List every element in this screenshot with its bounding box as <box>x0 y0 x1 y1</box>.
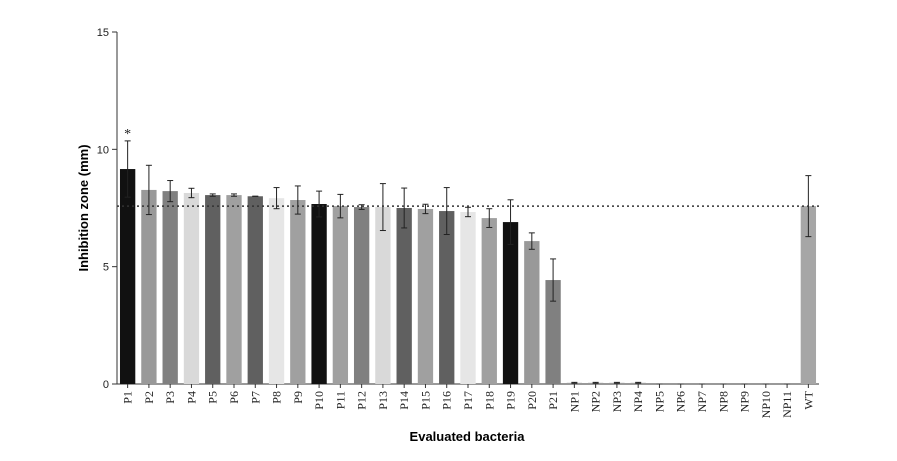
error-bar <box>528 232 535 250</box>
y-tick-label: 15 <box>97 27 109 39</box>
bar <box>396 208 412 384</box>
x-tick-label: P14 <box>397 391 411 410</box>
x-tick-label: NP5 <box>652 391 666 412</box>
bar <box>268 198 285 384</box>
y-tick-label: 0 <box>103 379 109 391</box>
error-bar <box>379 183 386 232</box>
x-tick-label: P9 <box>291 391 305 404</box>
x-tick-label: NP8 <box>716 391 730 412</box>
error-bar <box>422 203 429 215</box>
x-tick-label: P21 <box>546 391 560 410</box>
x-tick-label: NP9 <box>738 391 752 412</box>
error-bar <box>294 185 301 215</box>
x-tick-label: P5 <box>206 391 220 404</box>
error-bar <box>571 381 578 384</box>
x-tick-label: P19 <box>504 391 518 410</box>
x-tick-label: NP2 <box>589 391 603 412</box>
bar <box>119 169 136 384</box>
x-tick-label: P3 <box>163 391 177 404</box>
x-tick-label: P1 <box>121 391 135 404</box>
bar <box>162 191 178 384</box>
x-tick-label: P8 <box>270 391 284 404</box>
bar <box>226 195 242 384</box>
error-bar <box>337 193 344 219</box>
bar <box>502 222 519 384</box>
bar <box>375 207 391 384</box>
bar <box>460 211 476 384</box>
x-tick-label: NP11 <box>780 391 794 418</box>
annotation: * <box>124 127 131 142</box>
x-tick-label: P2 <box>142 391 156 404</box>
bar <box>800 206 817 384</box>
x-tick-label: NP10 <box>759 391 773 418</box>
x-tick-label: P11 <box>333 391 347 409</box>
error-bar <box>486 208 493 228</box>
x-tick-label: P4 <box>184 391 198 404</box>
x-tick-label: P6 <box>227 391 241 404</box>
y-tick-label: 5 <box>103 262 109 274</box>
x-tick-label: P18 <box>482 391 496 410</box>
x-tick-label: P10 <box>312 391 326 410</box>
bar <box>141 189 157 384</box>
bar <box>247 196 263 384</box>
bar <box>439 211 455 384</box>
x-tick-label: NP4 <box>631 391 645 412</box>
bar <box>417 208 434 384</box>
x-tick-label: WT <box>801 390 815 409</box>
error-bar <box>613 381 620 384</box>
error-bar <box>507 199 514 245</box>
x-tick-label: P16 <box>440 391 454 410</box>
x-tick-label: P12 <box>355 391 369 410</box>
error-bar <box>124 140 131 198</box>
error-bar <box>401 187 408 229</box>
error-bar <box>358 204 365 210</box>
error-bar <box>443 187 450 236</box>
bar <box>545 280 561 384</box>
y-axis-label: Inhibition zone (mm) <box>76 144 91 271</box>
error-bar <box>231 193 237 197</box>
x-tick-label: P7 <box>248 391 262 404</box>
error-bar <box>188 187 195 199</box>
x-tick-label: NP6 <box>674 391 688 412</box>
y-tick-label: 10 <box>97 144 109 156</box>
error-bar <box>635 381 642 384</box>
error-bar <box>209 193 216 197</box>
x-tick-label: P17 <box>461 391 475 410</box>
x-tick-label: NP1 <box>567 391 581 412</box>
x-tick-label: NP3 <box>610 391 624 412</box>
error-bar <box>167 180 174 203</box>
bar <box>332 206 349 384</box>
error-bar <box>273 187 280 210</box>
bar <box>524 241 540 384</box>
error-bar <box>316 190 323 218</box>
x-tick-label: P15 <box>418 391 432 410</box>
x-tick-label: P13 <box>376 391 390 410</box>
error-bar <box>592 381 599 384</box>
bar <box>205 195 221 384</box>
error-bar <box>465 206 471 218</box>
bar <box>183 192 200 384</box>
x-tick-label: P20 <box>525 391 539 410</box>
bar <box>311 204 327 384</box>
error-bar <box>550 258 557 302</box>
x-tick-label: NP7 <box>695 391 709 412</box>
bar <box>290 200 306 384</box>
bar <box>353 207 370 384</box>
bar <box>481 218 497 384</box>
x-axis-label: Evaluated bacteria <box>410 429 526 444</box>
